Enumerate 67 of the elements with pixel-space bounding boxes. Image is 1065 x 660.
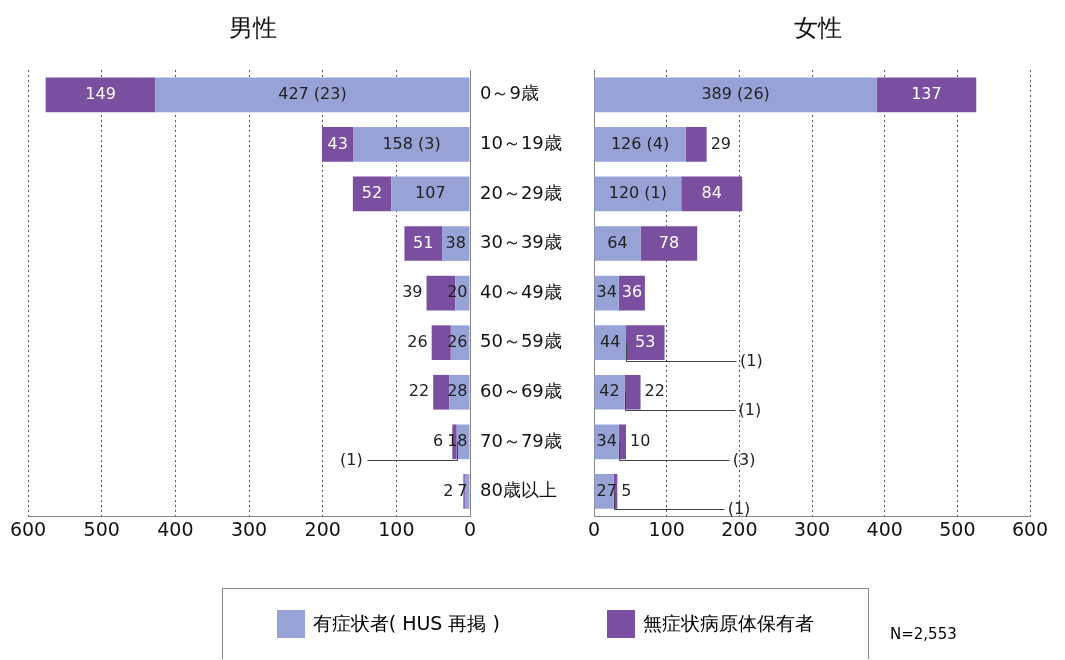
x-tick-label: 100 (648, 517, 685, 540)
data-label: 43 (327, 133, 348, 153)
legend-label: 有症状者( HUS 再掲 ) (312, 611, 500, 636)
data-label: 44 (600, 331, 621, 351)
data-label: 120 (1) (608, 183, 668, 203)
x-tick-label: 300 (793, 517, 831, 540)
y-tick-label: 50～59歳 (480, 330, 562, 352)
y-tick-label: 80歳以上 (480, 479, 557, 501)
data-label: 107 (415, 183, 446, 203)
data-label: 78 (658, 232, 680, 252)
y-tick-label: 30～39歳 (480, 231, 562, 253)
x-tick-label: 600 (9, 517, 47, 540)
annotation: (1) (727, 499, 751, 519)
data-label: 34 (596, 430, 617, 450)
data-label: 38 (445, 232, 466, 252)
data-label: 28 (447, 381, 468, 401)
data-label: 64 (607, 232, 628, 252)
data-label: 27 (596, 480, 617, 500)
x-tick-label: 200 (304, 517, 341, 540)
data-label: 126 (4) (610, 133, 670, 153)
data-label: 26 (447, 331, 468, 351)
data-label: 52 (361, 183, 383, 203)
annotation: (1) (740, 350, 763, 370)
x-tick-label: 500 (939, 517, 976, 540)
y-tick-label: 70～79歳 (480, 429, 562, 451)
annotation: (1) (340, 449, 363, 469)
data-label: 22 (644, 381, 665, 401)
legend-label: 無症状病原体保有者 (643, 611, 815, 636)
x-tick-label: 200 (721, 517, 758, 540)
chart-title: 女性 (793, 13, 843, 44)
data-label: 39 (402, 282, 423, 302)
x-tick-label: 300 (230, 517, 268, 540)
data-label: 389 (26) (701, 83, 770, 103)
x-tick-label: 0 (588, 517, 601, 540)
x-tick-label: 400 (866, 517, 903, 540)
data-label: 51 (413, 232, 434, 252)
x-tick-label: 0 (463, 517, 477, 540)
data-label: 34 (596, 282, 617, 302)
data-label: 10 (630, 430, 651, 450)
data-label: 29 (710, 133, 732, 153)
x-tick-label: 600 (1011, 517, 1049, 540)
data-label: 26 (407, 331, 428, 351)
x-tick-label: 500 (83, 517, 120, 540)
data-label: 36 (621, 282, 643, 302)
data-label: 149 (85, 83, 116, 103)
data-label: 2 (443, 480, 454, 500)
data-label: 84 (701, 183, 722, 203)
data-label: 5 (621, 480, 632, 500)
y-tick-label: 20～29歳 (480, 181, 562, 203)
y-tick-label: 60～69歳 (480, 379, 562, 401)
chart-title: 男性 (227, 13, 278, 44)
data-label: 137 (911, 83, 942, 103)
y-tick-label: 0～9歳 (480, 82, 539, 104)
data-label: 22 (408, 381, 430, 401)
data-label: 158 (3) (382, 133, 441, 153)
data-label: 20 (447, 282, 468, 302)
y-tick-label: 40～49歳 (480, 280, 562, 302)
annotation: (3) (732, 449, 756, 469)
text: N=2,553 (890, 625, 957, 643)
y-tick-label: 10～19歳 (480, 132, 562, 154)
data-label: 53 (635, 331, 656, 351)
data-label: 42 (599, 381, 620, 401)
annotation: (1) (738, 400, 762, 420)
x-tick-label: 100 (378, 517, 415, 540)
data-label: 6 (432, 430, 444, 450)
x-tick-label: 400 (157, 517, 194, 540)
data-label: 427 (23) (278, 83, 347, 103)
